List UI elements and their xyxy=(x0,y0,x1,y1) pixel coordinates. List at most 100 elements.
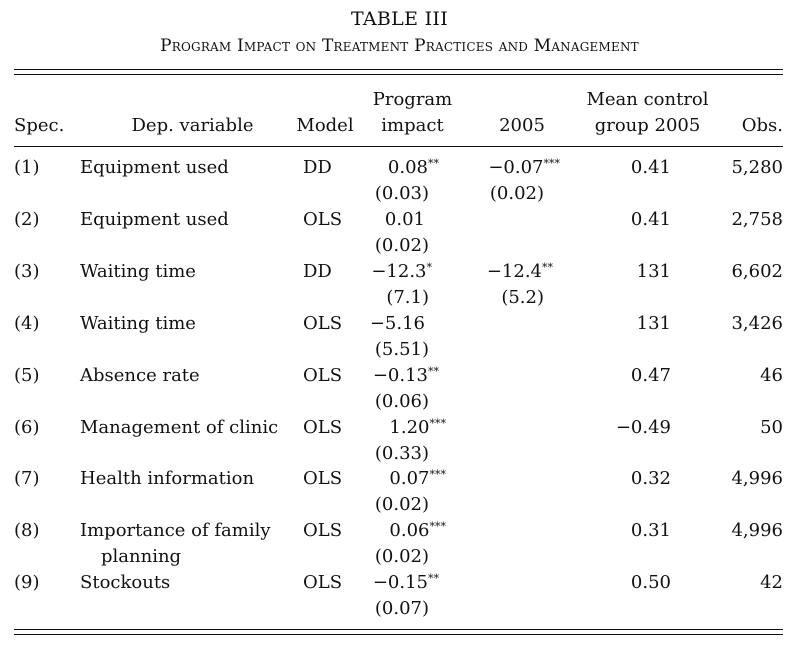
program-impact-cell: 0.08** xyxy=(387,157,439,178)
spec-cell: (4) xyxy=(14,312,40,334)
bottom-rule-2 xyxy=(14,634,783,636)
mean-control-cell: 0.31 xyxy=(630,520,671,542)
table-row: (4) Waiting time OLS −5.16 (5.51) 131 3,426 xyxy=(0,313,799,365)
dep-variable-cont-cell: planning xyxy=(101,546,182,568)
header-obs: Obs. xyxy=(741,115,783,136)
obs-cell: 2,758 xyxy=(731,208,783,230)
dep-variable-cell: Importance of family xyxy=(80,520,271,542)
header-dep-variable: Dep. variable xyxy=(131,115,254,136)
col-2005-se-cell: (0.02) xyxy=(489,183,544,204)
model-cell: OLS xyxy=(303,572,343,594)
spec-cell: (2) xyxy=(14,208,40,230)
model-cell: OLS xyxy=(303,312,343,334)
spec-cell: (3) xyxy=(14,260,40,282)
program-impact-se-cell: (0.02) xyxy=(374,494,429,516)
mean-control-cell: 0.41 xyxy=(630,208,671,230)
col-2005-cell: −0.07*** xyxy=(488,157,560,178)
header-rule xyxy=(14,146,783,148)
significance-stars: ** xyxy=(428,157,439,170)
obs-cell: 42 xyxy=(760,572,783,594)
header-program-line2: impact xyxy=(381,115,444,136)
model-cell: OLS xyxy=(303,208,343,230)
header-program-line1: Program xyxy=(372,89,453,110)
program-impact-cell: −5.16 xyxy=(369,312,425,334)
program-impact-se-cell: (0.03) xyxy=(374,183,429,204)
significance-stars: ** xyxy=(428,572,439,586)
significance-stars: * xyxy=(426,260,433,274)
program-impact-se-cell: (0.02) xyxy=(374,234,429,256)
obs-cell: 4,996 xyxy=(731,520,783,542)
program-impact-se-cell: (7.1) xyxy=(386,286,429,308)
model-cell: OLS xyxy=(303,364,343,386)
spec-cell: (7) xyxy=(14,468,40,490)
dep-variable-cell: Management of clinic xyxy=(80,416,279,438)
mean-control-cell: 131 xyxy=(636,260,671,282)
dep-variable-cell: Equipment used xyxy=(80,208,229,230)
mean-control-cell: 131 xyxy=(636,312,671,334)
program-impact-se-cell: (5.51) xyxy=(374,338,429,360)
spec-cell: (1) xyxy=(14,157,40,178)
table-row: (8) Importance of family planning OLS 0.06**… xyxy=(0,520,799,572)
significance-stars: *** xyxy=(429,468,447,482)
table-row: (9) Stockouts OLS −0.15** (0.07) 0.50 42 xyxy=(0,572,799,624)
table-row: (2) Equipment used OLS 0.01 (0.02) 0.41 2,758 xyxy=(0,209,799,261)
table-row: (7) Health information OLS 0.07*** (0.02) 0.3… xyxy=(0,468,799,520)
obs-cell: 4,996 xyxy=(731,468,783,490)
mean-control-cell: −0.49 xyxy=(615,416,671,438)
significance-stars: *** xyxy=(429,416,447,430)
header-2005: 2005 xyxy=(499,115,545,136)
spec-cell: (8) xyxy=(14,520,40,542)
model-cell: OLS xyxy=(303,520,343,542)
header-model: Model xyxy=(296,115,354,136)
dep-variable-cell: Equipment used xyxy=(80,157,229,178)
header-mean-line1: Mean control xyxy=(586,89,709,110)
dep-variable-cell: Waiting time xyxy=(80,260,196,282)
significance-stars: *** xyxy=(543,157,561,170)
program-impact-cell: 1.20*** xyxy=(389,416,446,438)
top-rule-1 xyxy=(14,69,783,71)
dep-variable-cell: Waiting time xyxy=(80,312,196,334)
program-impact-cell: 0.06*** xyxy=(389,520,446,542)
model-cell: OLS xyxy=(303,416,343,438)
mean-control-cell: 0.50 xyxy=(630,572,671,594)
spec-cell: (6) xyxy=(14,416,40,438)
obs-cell: 46 xyxy=(760,364,783,386)
program-impact-cell: −0.15** xyxy=(372,572,439,594)
significance-stars: ** xyxy=(428,364,439,378)
spec-cell: (5) xyxy=(14,364,40,386)
significance-stars: *** xyxy=(429,520,447,534)
dep-variable-cell: Stockouts xyxy=(80,572,171,594)
obs-cell: 6,602 xyxy=(731,260,783,282)
mean-control-cell: 0.32 xyxy=(630,468,671,490)
program-impact-cell: −12.3* xyxy=(371,260,432,282)
header-mean-line2: group 2005 xyxy=(594,115,701,136)
model-cell: DD xyxy=(303,260,332,282)
header-spec: Spec. xyxy=(14,115,65,136)
obs-cell: 5,280 xyxy=(731,157,783,178)
model-cell: OLS xyxy=(303,468,343,490)
mean-control-cell: 0.41 xyxy=(630,157,671,178)
program-impact-se-cell: (0.33) xyxy=(374,442,429,464)
mean-control-cell: 0.47 xyxy=(630,364,671,386)
significance-stars: ** xyxy=(542,260,553,274)
program-impact-se-cell: (0.02) xyxy=(374,546,429,568)
program-impact-se-cell: (0.06) xyxy=(374,390,429,412)
dep-variable-cell: Absence rate xyxy=(80,364,200,386)
table-subtitle: Program Impact on Treatment Practices an… xyxy=(160,36,639,56)
program-impact-cell: 0.07*** xyxy=(389,468,446,490)
table-row: (5) Absence rate OLS −0.13** (0.06) 0.47 46 xyxy=(0,365,799,417)
obs-cell: 50 xyxy=(760,416,783,438)
model-cell: DD xyxy=(303,157,332,178)
table-row: (6) Management of clinic OLS 1.20*** (0.33) −… xyxy=(0,417,799,469)
col-2005-cell: −12.4** xyxy=(486,260,553,282)
program-impact-se-cell: (0.07) xyxy=(374,598,429,620)
table-row: (1) Equipment used DD 0.08** (0.03) −0.07*** (… xyxy=(0,157,799,209)
bottom-rule-1 xyxy=(14,629,783,631)
col-2005-se-cell: (5.2) xyxy=(501,286,544,308)
table-row: (3) Waiting time DD −12.3* (7.1) −12.4** (5.2)… xyxy=(0,261,799,313)
table-title: TABLE III xyxy=(350,8,449,30)
program-impact-cell: −0.13** xyxy=(372,364,439,386)
obs-cell: 3,426 xyxy=(731,312,783,334)
program-impact-cell: 0.01 xyxy=(384,208,425,230)
